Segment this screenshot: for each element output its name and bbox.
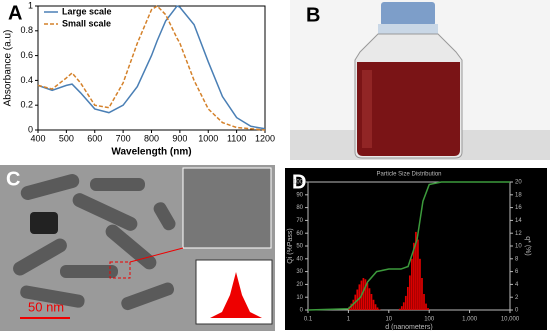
chart-title: Particle Size Distribution xyxy=(376,172,441,178)
y-tick-label: 0 xyxy=(28,124,33,134)
histogram-bar xyxy=(404,295,407,310)
y-tick-label: 40 xyxy=(296,256,303,262)
y-axis-label: Absorbance (a.u) xyxy=(3,30,14,107)
y-tick-label: 20 xyxy=(296,282,303,288)
y-tick-label: 80 xyxy=(296,205,303,211)
x-tick-label: 400 xyxy=(30,133,45,143)
y-tick-label: 10 xyxy=(296,295,303,301)
x-tick-label: 0.1 xyxy=(304,317,313,323)
histogram-bar xyxy=(370,294,373,310)
x-tick-label: 100 xyxy=(424,317,435,323)
y2-tick-label: 10 xyxy=(515,244,522,250)
x-tick-label: 10 xyxy=(385,317,392,323)
panel-label: B xyxy=(306,4,320,26)
histogram-bar xyxy=(408,275,411,310)
y-tick-label: 90 xyxy=(296,192,303,198)
x-axis-label: d (nanometers) xyxy=(385,324,432,331)
histogram-bar xyxy=(425,303,427,310)
histogram-bar xyxy=(402,302,405,310)
legend-label: Large scale xyxy=(62,6,112,16)
y2-tick-label: 2 xyxy=(515,295,519,301)
y-tick-label: 60 xyxy=(296,231,303,237)
histogram-bar xyxy=(415,231,417,310)
histogram-bar xyxy=(421,278,423,310)
histogram-bar xyxy=(411,258,413,310)
x-tick-label: 600 xyxy=(87,133,102,143)
data-line xyxy=(37,5,266,130)
panel-label: C xyxy=(6,168,20,190)
x-tick-label: 700 xyxy=(116,133,131,143)
x-tick-label: 1000 xyxy=(198,133,218,143)
histogram-bar xyxy=(406,286,409,310)
legend-label: Small scale xyxy=(62,18,111,28)
histogram-bar xyxy=(413,242,415,310)
histogram-bar xyxy=(358,284,361,310)
x-tick-label: 1 xyxy=(347,317,351,323)
x-tick-label: 1100 xyxy=(227,133,246,143)
y-tick-label: 0.8 xyxy=(20,25,33,35)
y2-tick-label: 16 xyxy=(515,205,522,211)
histogram-bar xyxy=(417,239,419,310)
y-tick-label: 0.6 xyxy=(20,50,33,60)
histogram-bar xyxy=(419,258,421,310)
y2-tick-label: 4 xyxy=(515,282,519,288)
x-tick-label: 800 xyxy=(144,133,159,143)
x-tick-label: 1200 xyxy=(255,133,275,143)
histogram-bar xyxy=(400,306,403,310)
histogram-bar xyxy=(362,278,365,310)
y-tick-label: 0 xyxy=(300,308,304,314)
histogram-bar xyxy=(368,288,371,310)
y-axis-label: Qi (%Pass) xyxy=(287,228,294,263)
cumulative-line xyxy=(307,181,510,311)
y-tick-label: 70 xyxy=(296,218,303,224)
y2-tick-label: 0 xyxy=(515,308,519,314)
x-tick-label: 900 xyxy=(172,133,187,143)
histogram-bar xyxy=(366,283,369,310)
y2-tick-label: 18 xyxy=(515,192,522,198)
y-tick-label: 1 xyxy=(28,0,33,10)
y-tick-label: 0.4 xyxy=(20,75,33,85)
histogram-bar xyxy=(427,308,429,310)
y-tick-label: 100 xyxy=(293,180,304,186)
y2-tick-label: 14 xyxy=(515,218,522,224)
histogram-bar xyxy=(378,309,381,310)
y-tick-label: 30 xyxy=(296,269,303,275)
panel-label: D xyxy=(292,171,306,193)
panel-label: A xyxy=(8,2,22,24)
histogram-bar xyxy=(374,304,377,310)
bottle-photo xyxy=(290,0,550,160)
histogram-bar xyxy=(364,279,367,310)
x-tick-label: 1,000 xyxy=(462,317,478,323)
y2-tick-label: 8 xyxy=(515,256,519,262)
x-tick-label: 10,000 xyxy=(501,317,520,323)
data-line xyxy=(37,5,266,131)
y2-tick-label: 12 xyxy=(515,231,522,237)
y-tick-label: 50 xyxy=(296,244,303,250)
y2-tick-label: 20 xyxy=(515,180,522,186)
x-tick-label: 500 xyxy=(59,133,74,143)
y2-tick-label: 6 xyxy=(515,269,519,275)
histogram-bar xyxy=(376,307,379,310)
y2-axis-label: q* (%) xyxy=(524,236,531,255)
histogram-bar xyxy=(423,294,425,310)
histogram-bar xyxy=(372,299,375,310)
tem-image: 50 nm xyxy=(0,165,275,331)
x-axis-label: Wavelength (nm) xyxy=(111,147,191,158)
histogram-bar xyxy=(398,308,401,310)
y-tick-label: 0.2 xyxy=(20,100,33,110)
scale-bar-label: 50 nm xyxy=(28,299,64,314)
